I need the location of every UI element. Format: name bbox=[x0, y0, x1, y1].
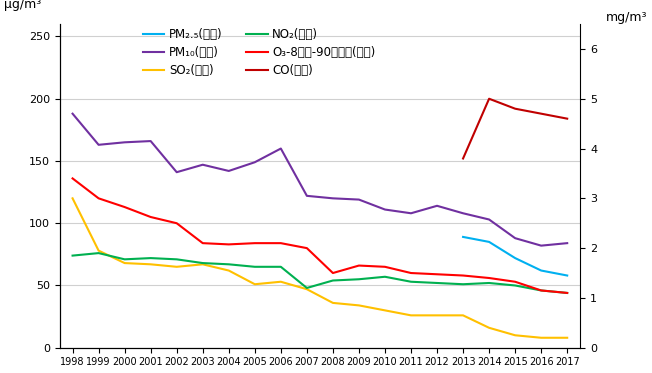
Y-axis label: mg/m³: mg/m³ bbox=[606, 11, 648, 24]
Legend: PM₂.₅(左轴), PM₁₀(左轴), SO₂(左轴), NO₂(左轴), O₃-8小时-90百分位(左轴), CO(右轴): PM₂.₅(左轴), PM₁₀(左轴), SO₂(左轴), NO₂(左轴), O… bbox=[138, 23, 380, 81]
Y-axis label: μg/m³: μg/m³ bbox=[5, 0, 42, 11]
